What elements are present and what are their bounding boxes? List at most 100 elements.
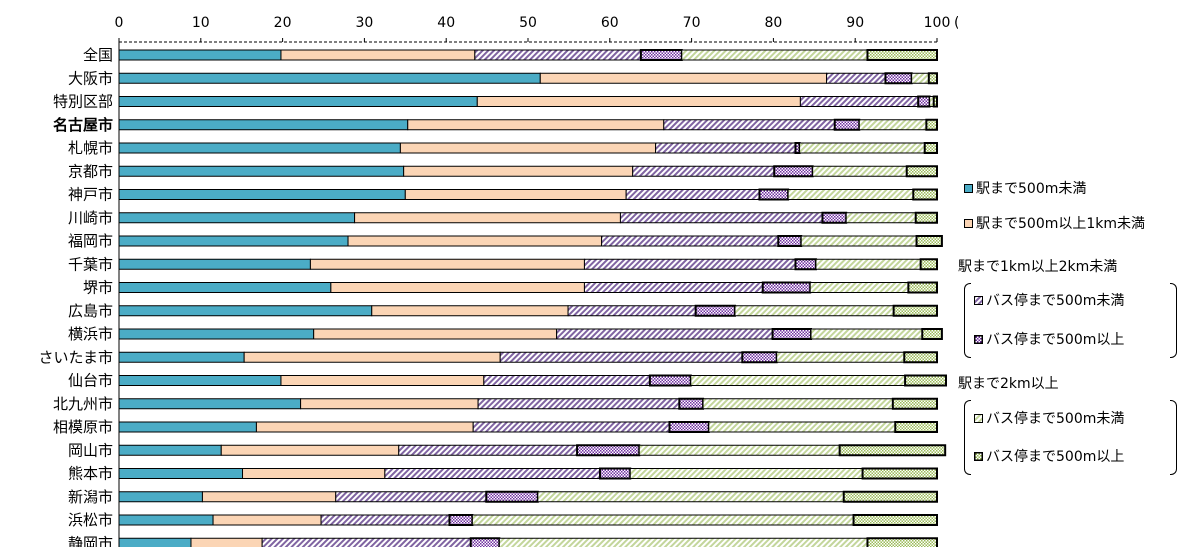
category-label: さいたま市 bbox=[38, 348, 113, 366]
bar-segment bbox=[280, 49, 476, 61]
bar-segment bbox=[861, 467, 939, 480]
category-label: 広島市 bbox=[68, 302, 113, 320]
bar-segment bbox=[118, 375, 282, 386]
legend-label: バス停まで500m未満 bbox=[986, 411, 1125, 427]
x-tick-label: 20 bbox=[274, 15, 292, 31]
bar-segment bbox=[556, 328, 774, 340]
bar-segment bbox=[912, 188, 939, 201]
bar-segment bbox=[118, 491, 203, 503]
bar-segment bbox=[927, 72, 939, 85]
bar-segment bbox=[648, 374, 692, 387]
bar-segment bbox=[932, 95, 939, 108]
bar-segment bbox=[911, 72, 930, 84]
bar-segment bbox=[663, 119, 836, 131]
bar-segment bbox=[598, 467, 632, 480]
bar-segment bbox=[794, 142, 801, 154]
bar-segment bbox=[907, 281, 938, 294]
bar-segment bbox=[639, 49, 683, 61]
legend-item-bus-500m-over: バス停まで500m以上 bbox=[974, 446, 1124, 466]
bar-segment bbox=[638, 444, 841, 456]
category-label: 札幌市 bbox=[68, 139, 113, 157]
bar-segment bbox=[576, 444, 641, 457]
legend-label: バス停まで500m以上 bbox=[986, 332, 1125, 348]
x-tick-label: 40 bbox=[437, 15, 455, 31]
bar-segment bbox=[734, 305, 895, 317]
bar-segment bbox=[399, 142, 657, 154]
bar-segment bbox=[809, 282, 909, 293]
x-tick-label: 80 bbox=[764, 15, 782, 31]
legend-swatch bbox=[964, 183, 973, 193]
bar-segment bbox=[690, 375, 906, 386]
bar-segment bbox=[118, 235, 349, 247]
bar-segment bbox=[118, 258, 311, 270]
bar-segment bbox=[866, 49, 938, 61]
bar-segment bbox=[242, 468, 386, 479]
bar-segment bbox=[190, 537, 263, 547]
bar-segment bbox=[476, 96, 801, 107]
bar-segment bbox=[776, 351, 905, 363]
category-label: 大阪市 bbox=[68, 69, 113, 87]
legend-label: 駅まで500m未満 bbox=[976, 181, 1087, 197]
legend: 駅まで500m未満 駅まで500m以上1km未満 駅まで1km以上2km未満 バ… bbox=[958, 0, 1187, 547]
legend-brace-left bbox=[964, 283, 971, 358]
x-tick-label: 10 bbox=[192, 15, 210, 31]
bar-segment bbox=[485, 490, 539, 503]
bar-segment bbox=[826, 72, 886, 84]
bar-segment bbox=[118, 119, 409, 131]
category-label: 仙台市 bbox=[68, 372, 113, 390]
bar-segment bbox=[347, 235, 603, 247]
bar-segment bbox=[212, 514, 322, 526]
bar-segment bbox=[884, 72, 913, 85]
x-tick-label: 70 bbox=[683, 15, 701, 31]
bar-segment bbox=[903, 351, 939, 364]
bar-segment bbox=[309, 258, 585, 270]
bar-segment bbox=[118, 49, 282, 61]
legend-item-bus-500m: バス停まで500m未満 bbox=[974, 290, 1124, 310]
bar-segment bbox=[800, 235, 918, 247]
bar-segment bbox=[583, 282, 764, 293]
bar-segment bbox=[118, 142, 401, 154]
category-label: 相模原市 bbox=[53, 418, 113, 436]
bar-segment bbox=[398, 444, 578, 456]
bar-segment bbox=[838, 444, 947, 457]
x-tick-label: 60 bbox=[601, 15, 619, 31]
category-label: 京都市 bbox=[68, 162, 113, 180]
bar-segment bbox=[619, 212, 823, 224]
bar-segment bbox=[567, 305, 697, 317]
bar-segment bbox=[403, 165, 634, 177]
bar-segment bbox=[118, 537, 192, 547]
stacked-bar-chart: 0 10 20 30 40 50 60 70 80 90 100(%) 全国大阪市特別区部名古屋市札… bbox=[38, 15, 958, 547]
category-label: 堺市 bbox=[83, 279, 113, 297]
bar-segment bbox=[118, 212, 356, 224]
bar-segment bbox=[118, 398, 302, 410]
legend-item-bus-500m-over: バス停まで500m以上 bbox=[974, 329, 1124, 349]
bar-segment bbox=[919, 258, 939, 271]
bar-segment bbox=[925, 118, 939, 131]
bar-segment bbox=[313, 328, 558, 340]
bar-segment bbox=[243, 351, 501, 363]
bar-segment bbox=[629, 468, 864, 479]
bar-segment bbox=[678, 397, 705, 410]
legend-swatch bbox=[974, 451, 983, 461]
bar-segment bbox=[384, 468, 601, 479]
bar-segment bbox=[255, 421, 474, 433]
x-axis: 0 10 20 30 40 50 60 70 80 90 100(%) bbox=[115, 15, 958, 547]
bar-segment bbox=[794, 258, 817, 271]
bar-segment bbox=[815, 258, 922, 270]
bar-segment bbox=[833, 118, 861, 131]
bar-segment bbox=[761, 281, 812, 294]
bar-segment bbox=[201, 491, 337, 503]
bar-segment bbox=[471, 514, 855, 526]
x-axis-unit: (%) bbox=[954, 15, 958, 31]
bar-segment bbox=[118, 328, 315, 340]
bar-segment bbox=[483, 375, 651, 386]
bar-segment bbox=[921, 328, 943, 340]
legend-label: バス停まで500m以上 bbox=[986, 449, 1125, 465]
bar-segment bbox=[915, 235, 943, 247]
legend-group-heading-1km-2km: 駅まで1km以上2km未満 bbox=[958, 259, 1118, 275]
bar-segment bbox=[537, 491, 845, 503]
bar-segment bbox=[842, 490, 938, 503]
bar-segment bbox=[280, 375, 485, 386]
category-label: 静岡市 bbox=[68, 534, 113, 547]
legend-swatch bbox=[964, 218, 973, 228]
